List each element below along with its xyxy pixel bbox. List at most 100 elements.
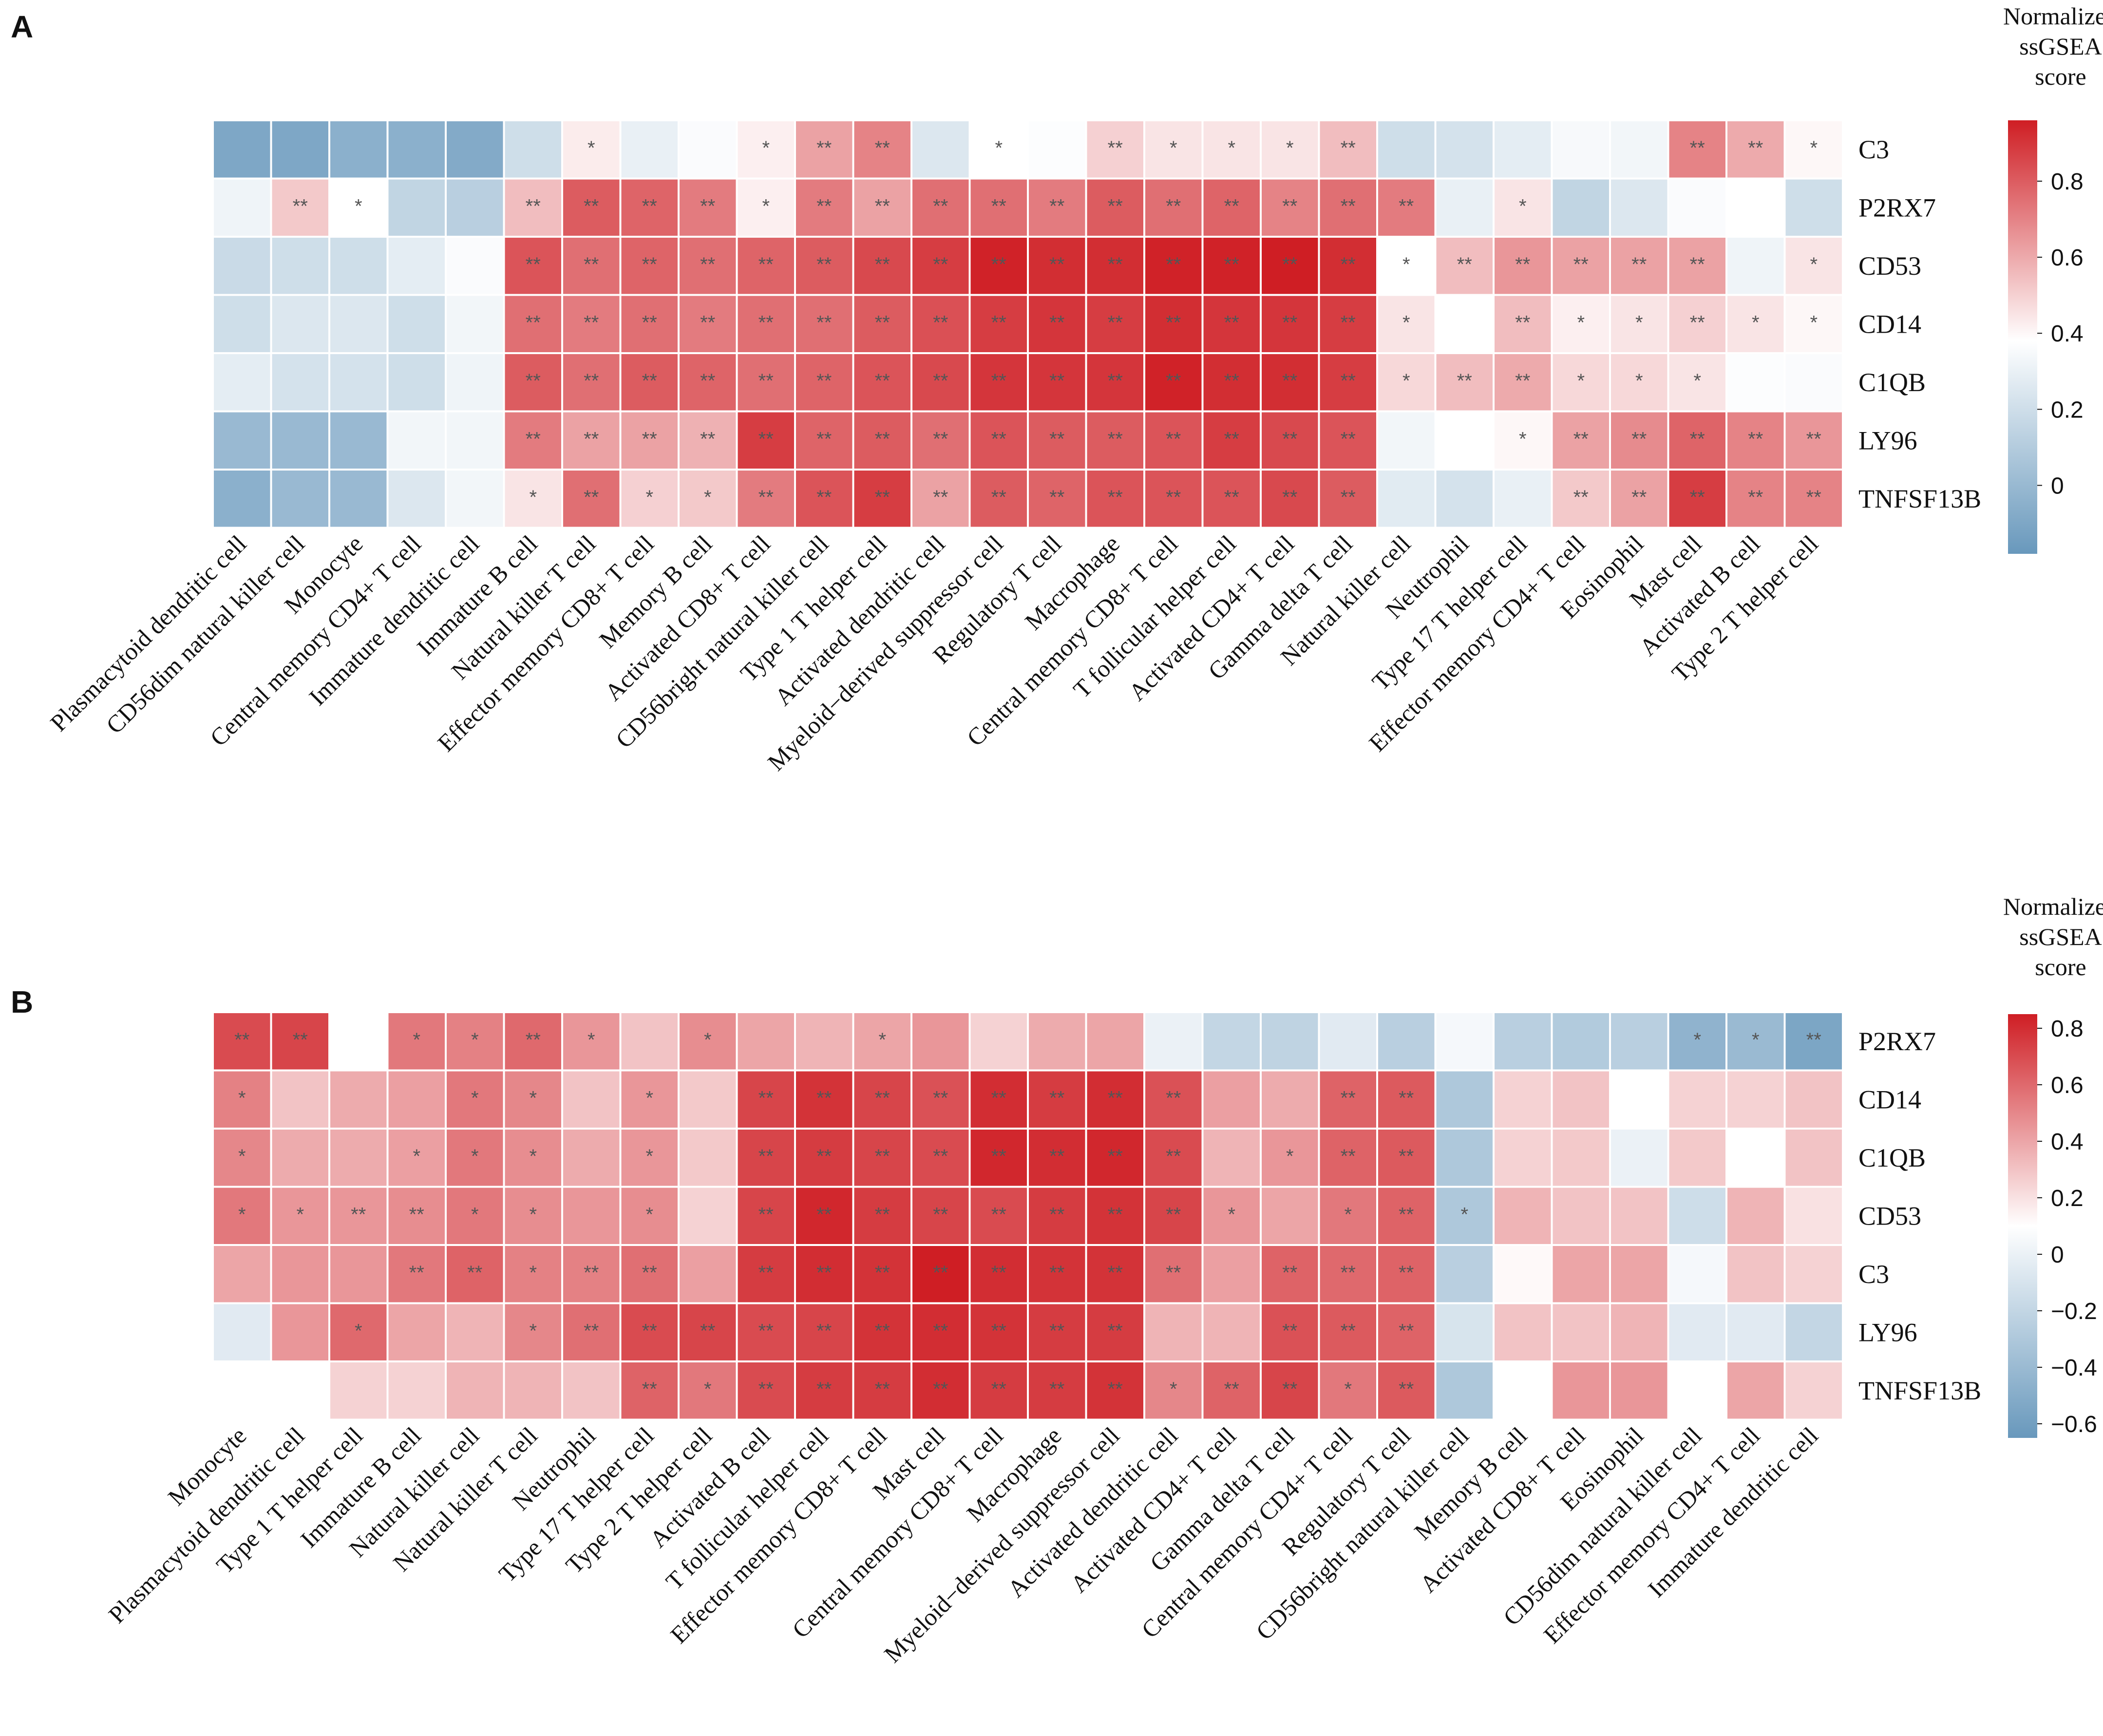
heatmap-b-cell-r2-c9	[736, 1128, 796, 1188]
heatmap-b-sig-r4-c4: **	[467, 1262, 482, 1283]
heatmap-b-cell-r1-c11	[852, 1069, 912, 1130]
heatmap-a-sig-r3-c11: **	[875, 312, 890, 333]
heatmap-a-sig-r5-c19: **	[1341, 428, 1356, 450]
heatmap-b-cell-r5-c15	[1085, 1302, 1145, 1362]
heatmap-b-sig-r2-c11: **	[875, 1146, 890, 1167]
heatmap-b-sig-r1-c20: **	[1399, 1087, 1414, 1109]
heatmap-b-cell-r4-c5	[503, 1244, 563, 1304]
heatmap-b-cell-r3-c8	[678, 1186, 738, 1246]
heatmap-a-cell-r4-c9	[736, 352, 796, 413]
heatmap-b-cell-r0-c22	[1493, 1011, 1553, 1072]
heatmap-b-cell-r4-c26	[1725, 1244, 1786, 1304]
heatmap-b-sig-r3-c19: *	[1344, 1204, 1352, 1225]
heatmap-a-sig-r2-c9: **	[758, 254, 774, 275]
colorbar-b-tick-label: 0	[2051, 1242, 2064, 1268]
heatmap-b-cell-r3-c25	[1667, 1186, 1727, 1246]
heatmap-b-sig-r6-c10: **	[816, 1378, 832, 1400]
heatmap-b-sig-r4-c16: **	[1166, 1262, 1181, 1283]
heatmap-a-cell-r0-c4	[445, 119, 505, 180]
heatmap-a-sig-r4-c7: **	[642, 370, 657, 392]
heatmap-a-cell-r4-c21	[1434, 352, 1495, 413]
heatmap-a-sig-r0-c17: *	[1228, 137, 1235, 159]
heatmap-a-sig-r3-c12: **	[933, 312, 948, 333]
heatmap-b-cell-r6-c19	[1318, 1360, 1378, 1421]
heatmap-a-cell-r6-c0	[212, 469, 272, 529]
heatmap-b-sig-r4-c11: **	[875, 1262, 890, 1283]
heatmap-a-cell-r6-c22	[1493, 469, 1553, 529]
heatmap-b-cell-r1-c21	[1434, 1069, 1495, 1130]
heatmap-a-cell-r6-c19	[1318, 469, 1378, 529]
heatmap-a-sig-r1-c18: **	[1282, 195, 1297, 217]
heatmap-b-cell-r6-c3	[386, 1360, 447, 1421]
heatmap-a-sig-r6-c11: **	[875, 487, 890, 508]
heatmap-a-sig-r5-c8: **	[700, 428, 715, 450]
heatmap-b-cell-r4-c9	[736, 1244, 796, 1304]
heatmap-b-sig-r0-c11: *	[878, 1029, 886, 1051]
heatmap-a-cell-r4-c17	[1201, 352, 1262, 413]
heatmap-b-sig-r4-c10: **	[816, 1262, 832, 1283]
heatmap-a-cell-r6-c24	[1609, 469, 1669, 529]
heatmap-a-sig-r3-c5: **	[526, 312, 541, 333]
heatmap-b-sig-r6-c11: **	[875, 1378, 890, 1400]
heatmap-a-sig-r3-c15: **	[1108, 312, 1123, 333]
heatmap-a-cell-r4-c7	[619, 352, 680, 413]
heatmap-b-cell-r6-c22	[1493, 1360, 1553, 1421]
heatmap-a-sig-r4-c25: *	[1693, 370, 1701, 392]
heatmap-a-cell-r0-c0	[212, 119, 272, 180]
heatmap-a-sig-r3-c9: **	[758, 312, 774, 333]
colorbar-b-tick-label: 0.8	[2051, 1016, 2084, 1042]
heatmap-b-cell-r1-c6	[561, 1069, 622, 1130]
heatmap-a-cell-r1-c1	[270, 177, 330, 238]
heatmap-a-cell-r6-c23	[1551, 469, 1611, 529]
heatmap-a-cell-r1-c8	[678, 177, 738, 238]
heatmap-b-cell-r2-c26	[1725, 1128, 1786, 1188]
heatmap-b-cell-r0-c8	[678, 1011, 738, 1072]
heatmap-b-sig-r1-c15: **	[1108, 1087, 1123, 1109]
heatmap-a-cell-r0-c7	[619, 119, 680, 180]
heatmap-b-sig-r5-c10: **	[816, 1320, 832, 1341]
heatmap-b-sig-r1-c5: *	[529, 1087, 537, 1109]
heatmap-a-sig-r6-c13: **	[991, 487, 1006, 508]
heatmap-b-cell-r6-c8	[678, 1360, 738, 1421]
heatmap-b-cell-r1-c22	[1493, 1069, 1553, 1130]
heatmap-b-cell-r0-c20	[1376, 1011, 1437, 1072]
heatmap-a-cell-r3-c6	[561, 294, 622, 354]
heatmap-a-sig-r0-c11: **	[875, 137, 890, 159]
heatmap-a-cell-r1-c6	[561, 177, 622, 238]
heatmap-b-cell-r3-c12	[910, 1186, 971, 1246]
heatmap-b-sig-r4-c12: **	[933, 1262, 948, 1283]
heatmap-b-sig-r2-c13: **	[991, 1146, 1006, 1167]
heatmap-a-cell-r3-c8	[678, 294, 738, 354]
heatmap-b-cell-r6-c6	[561, 1360, 622, 1421]
heatmap-a-sig-r5-c17: **	[1224, 428, 1239, 450]
heatmap-b-cell-r5-c5	[503, 1302, 563, 1362]
heatmap-a-cell-r0-c21	[1434, 119, 1495, 180]
heatmap-b-sig-r3-c16: **	[1166, 1204, 1181, 1225]
heatmap-b-cell-r6-c10	[794, 1360, 854, 1421]
heatmap-a-sig-r2-c22: **	[1515, 254, 1530, 275]
heatmap-a-cell-r0-c5	[503, 119, 563, 180]
heatmap-b-sig-r2-c15: **	[1108, 1146, 1123, 1167]
heatmap-b-cell-r1-c14	[1027, 1069, 1087, 1130]
heatmap-b-sig-r4-c6: **	[584, 1262, 599, 1283]
heatmap-a-cell-r3-c21	[1434, 294, 1495, 354]
heatmap-a-cell-r0-c20	[1376, 119, 1437, 180]
heatmap-b-cell-r0-c14	[1027, 1011, 1087, 1072]
heatmap-a-sig-r2-c20: *	[1402, 254, 1410, 275]
heatmap-b-cell-r5-c26	[1725, 1302, 1786, 1362]
heatmap-a-cell-r4-c6	[561, 352, 622, 413]
heatmap-a-cell-r6-c6	[561, 469, 622, 529]
heatmap-b-cell-r6-c26	[1725, 1360, 1786, 1421]
heatmap-b-cell-r3-c6	[561, 1186, 622, 1246]
heatmap-a-cell-r5-c21	[1434, 410, 1495, 471]
heatmap-b-cell-r4-c11	[852, 1244, 912, 1304]
colorbar-a-tick-label: 0.4	[2051, 321, 2084, 347]
heatmap-a-sig-r5-c22: *	[1519, 428, 1527, 450]
heatmap-b-sig-r4-c3: **	[409, 1262, 424, 1283]
heatmap-a-sig-r1-c10: **	[816, 195, 832, 217]
heatmap-b-sig-r3-c2: **	[351, 1204, 366, 1225]
heatmap-a-sig-r2-c7: **	[642, 254, 657, 275]
heatmap-a-sig-r3-c27: *	[1810, 312, 1818, 333]
heatmap-a-cell-r5-c20	[1376, 410, 1437, 471]
heatmap-b-sig-r1-c9: **	[758, 1087, 774, 1109]
